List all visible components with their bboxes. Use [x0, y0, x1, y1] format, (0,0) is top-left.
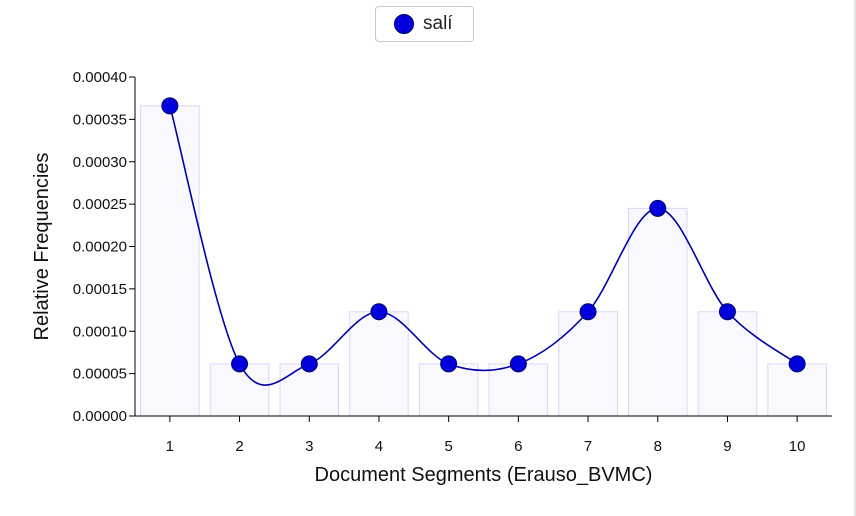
x-tick-label: 5 — [444, 438, 452, 455]
x-axis-label: Document Segments (Erauso_BVMC) — [315, 464, 653, 486]
bar-1[interactable] — [140, 105, 200, 417]
bar-9[interactable] — [697, 311, 758, 417]
y-axis: 0.00000 0.00005 0.00010 0.00015 0.00020 0.000… — [73, 69, 136, 425]
bar-7[interactable] — [558, 311, 618, 417]
bars-layer — [140, 105, 827, 417]
y-tick-label: 0.00035 — [73, 111, 127, 128]
points-layer — [161, 97, 806, 373]
legend-label: salí — [423, 13, 453, 34]
data-point-9[interactable] — [718, 303, 736, 321]
y-tick-label: 0.00025 — [73, 196, 127, 213]
y-tick-label: 0.00010 — [73, 323, 127, 340]
y-tick-label: 0.00020 — [73, 239, 127, 256]
bar-6[interactable] — [488, 363, 549, 417]
legend-item-sali[interactable]: salí — [375, 6, 474, 42]
x-tick-label: 7 — [584, 438, 592, 455]
legend-marker-icon — [394, 14, 414, 34]
data-point-4[interactable] — [370, 303, 388, 321]
x-tick-label: 4 — [375, 438, 383, 455]
y-tick-label: 0.00000 — [73, 408, 127, 425]
x-axis: 1 2 3 4 5 6 7 8 9 10 — [135, 415, 832, 455]
x-tick-label: 2 — [235, 438, 243, 455]
panel-edge — [854, 0, 856, 516]
data-point-1[interactable] — [161, 97, 179, 115]
data-point-7[interactable] — [579, 303, 597, 321]
bar-8[interactable] — [627, 207, 688, 417]
bar-4[interactable] — [349, 311, 409, 417]
x-tick-label: 3 — [305, 438, 313, 455]
x-tick-label: 6 — [514, 438, 522, 455]
data-point-10[interactable] — [788, 355, 806, 373]
x-tick-label: 9 — [723, 438, 731, 455]
y-axis-label: Relative Frequencies — [31, 153, 53, 341]
y-tick-label: 0.00015 — [73, 281, 127, 298]
x-tick-label: 10 — [789, 438, 806, 455]
y-tick-label: 0.00040 — [73, 69, 127, 86]
data-point-3[interactable] — [300, 355, 318, 373]
data-point-5[interactable] — [440, 355, 458, 373]
data-point-6[interactable] — [509, 355, 527, 373]
y-tick-label: 0.00005 — [73, 366, 127, 383]
x-tick-label: 8 — [654, 438, 662, 455]
x-tick-label: 1 — [166, 438, 174, 455]
y-tick-label: 0.00030 — [73, 154, 127, 171]
data-point-8[interactable] — [649, 199, 667, 217]
data-point-2[interactable] — [231, 355, 249, 373]
